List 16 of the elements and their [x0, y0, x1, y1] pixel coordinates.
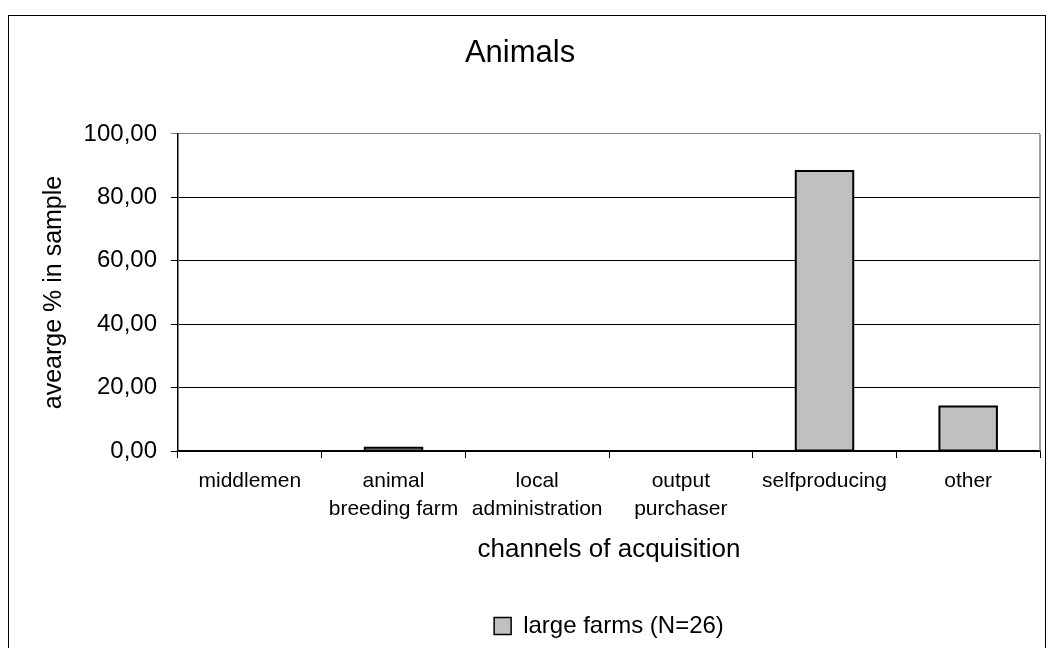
x-tick-label: other	[944, 468, 993, 492]
y-tick-label: 100,00	[83, 118, 157, 146]
y-tick-label: 0,00	[110, 435, 157, 463]
y-tick-label: 80,00	[96, 182, 157, 210]
x-tick-label: animal breeding farm	[328, 468, 459, 519]
y-tick-label: 60,00	[96, 245, 157, 273]
y-tick-label: 20,00	[96, 372, 157, 400]
chart-title: Animals	[464, 33, 576, 69]
x-tick-label: selfproducing	[762, 468, 887, 492]
x-axis-title: channels of acquisition	[477, 532, 741, 563]
x-tick-label: output purchaser	[634, 468, 728, 519]
y-axis-title: avearge % in sample	[37, 175, 66, 410]
y-tick-label: 40,00	[96, 308, 157, 336]
x-tick-label: middlemen	[198, 468, 302, 492]
legend-label: large farms (N=26)	[523, 610, 724, 638]
x-tick-label: local administration	[471, 468, 603, 519]
